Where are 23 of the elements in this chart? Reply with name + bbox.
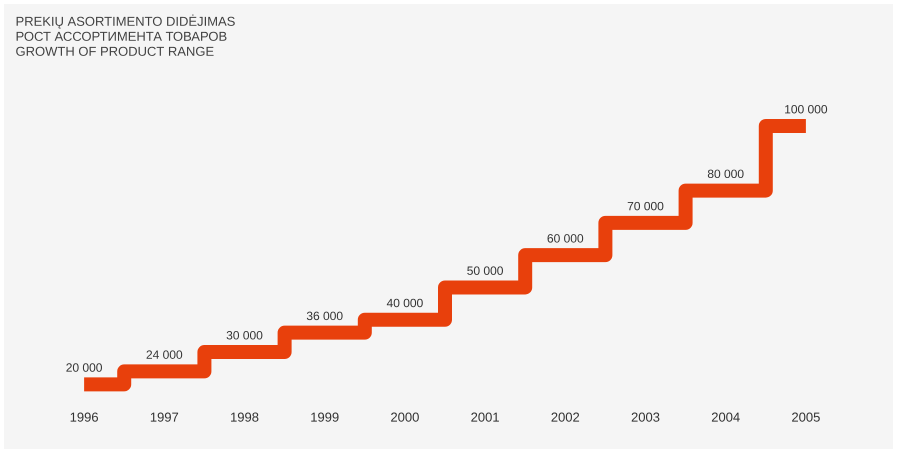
chart-title: PREKIŲ ASORTIMENTO DIDĖJIMAS [16, 14, 235, 29]
chart-subtitle: РОСТ АССОРТИМЕНТА ТОВАРОВ [16, 32, 226, 41]
x-tick-label: 1996 [70, 412, 98, 422]
data-label: 40 000 [386, 298, 423, 308]
x-tick-label: 1999 [311, 412, 339, 422]
data-label: 24 000 [146, 350, 182, 359]
x-tick-label: 2003 [632, 412, 660, 422]
x-tick-label: 2005 [792, 412, 820, 422]
x-tick-label: 2000 [391, 412, 419, 422]
x-tick-label: 2004 [712, 412, 740, 422]
data-label: 80 000 [708, 170, 744, 178]
x-tick-label: 2001 [471, 412, 499, 422]
data-label: 60 000 [548, 234, 584, 243]
x-tick-label: 2002 [551, 412, 580, 422]
data-label: 50 000 [467, 266, 503, 275]
data-label: 70 000 [628, 202, 664, 210]
data-label: 100 000 [785, 104, 828, 114]
text: GROWTH OF PRODUCT RANGE [16, 46, 214, 56]
x-tick-label: 1997 [150, 412, 178, 422]
x-tick-label: 1998 [231, 412, 258, 422]
data-label: 30 000 [226, 331, 262, 340]
data-label: 20 000 [66, 363, 102, 372]
data-label: 36 000 [306, 312, 343, 320]
